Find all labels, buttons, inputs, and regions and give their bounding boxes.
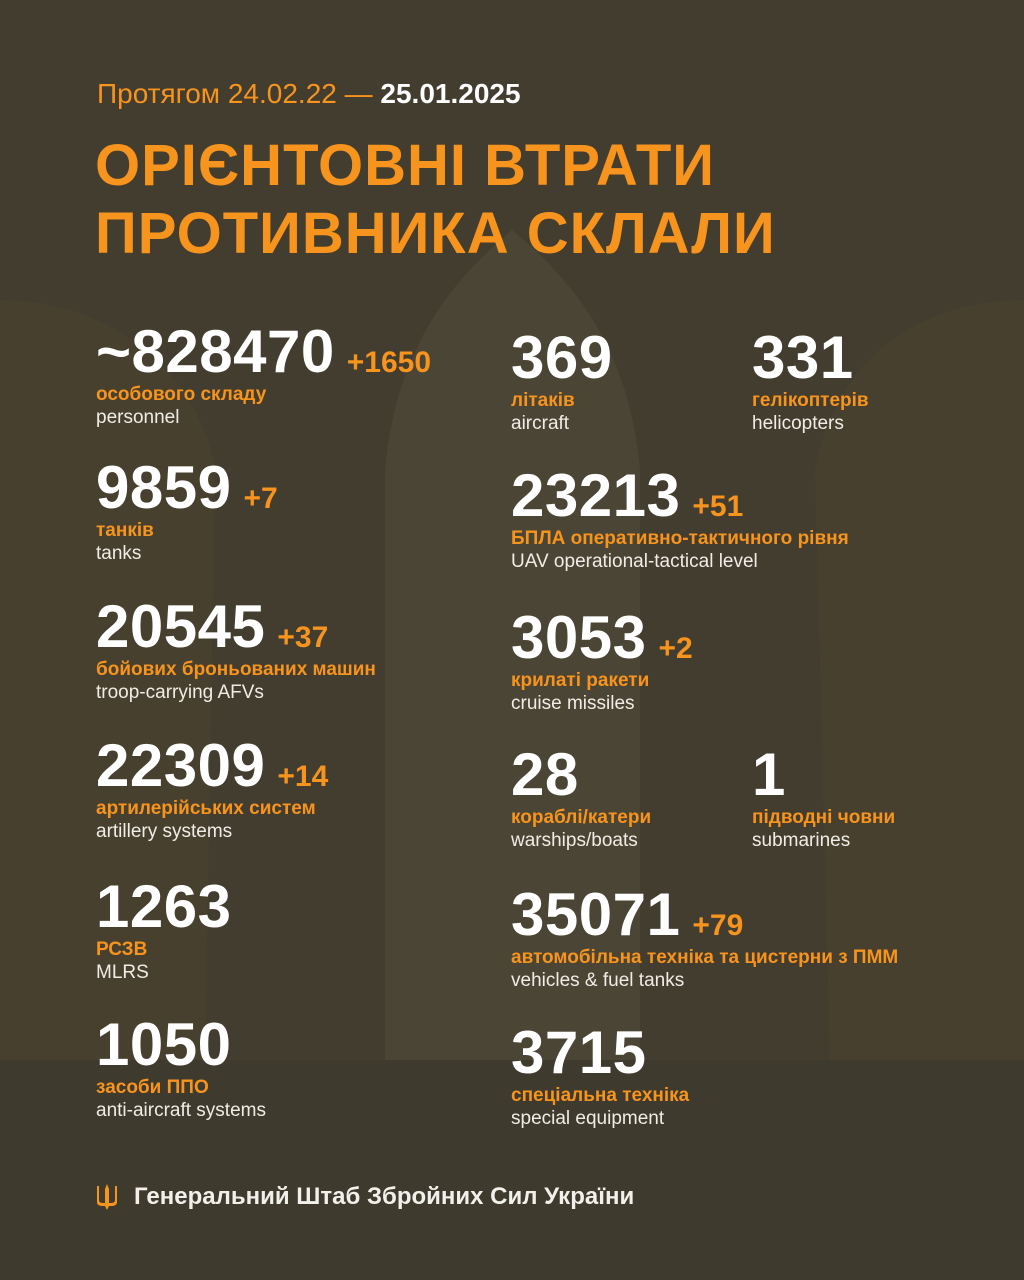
stat-label-ua: РСЗВ — [96, 939, 148, 960]
stat-delta: +37 — [277, 621, 329, 654]
period-prefix: Протягом 24.02.22 — — [97, 78, 373, 109]
stat-label-en: troop-carrying AFVs — [96, 682, 264, 703]
stat-aircraft: 369 літаків aircraft — [511, 328, 613, 435]
stat-label-ua: літаків — [511, 390, 575, 411]
trident-icon — [97, 1184, 117, 1210]
stat-label-ua: крилаті ракети — [511, 670, 650, 691]
stat-submarines: 1 підводні човни submarines — [752, 745, 895, 852]
stat-label-en: anti-aircraft systems — [96, 1100, 266, 1121]
stat-label-ua: бойових броньованих машин — [96, 659, 376, 680]
stat-label-en: cruise missiles — [511, 693, 635, 714]
stat-warships: 28 кораблі/катери warships/boats — [511, 745, 651, 852]
stat-delta: +7 — [243, 482, 278, 515]
stat-tanks: 9859 +7 танків tanks — [96, 458, 278, 565]
stat-value: 1 — [752, 741, 786, 808]
stat-label-ua: танків — [96, 520, 154, 541]
stat-label-ua: гелікоптерів — [752, 390, 869, 411]
stat-value: 22309 — [96, 732, 266, 799]
stat-value: 9859 — [96, 454, 232, 521]
title-line-1: ОРІЄНТОВНІ ВТРАТИ — [95, 133, 715, 198]
stat-uav: 23213 +51 БПЛА оперативно-тактичного рівн… — [511, 466, 849, 573]
stat-value: 3053 — [511, 604, 647, 671]
stat-helicopters: 331 гелікоптерів helicopters — [752, 328, 869, 435]
stat-label-en: UAV operational-tactical level — [511, 551, 758, 572]
stat-label-en: helicopters — [752, 413, 844, 434]
stat-value: 331 — [752, 324, 854, 391]
stat-value: ~828470 — [96, 318, 335, 385]
stat-label-en: special equipment — [511, 1108, 665, 1129]
stat-label-ua: артилерійських систем — [96, 798, 316, 819]
footer-text: Генеральний Штаб Збройних Сил України — [134, 1183, 635, 1210]
page-title: ОРІЄНТОВНІ ВТРАТИ ПРОТИВНИКА СКЛАЛИ — [95, 132, 776, 268]
stat-label-ua: кораблі/катери — [511, 807, 652, 828]
stat-value: 23213 — [511, 462, 681, 529]
stat-afv: 20545 +37 бойових броньованих машин troop… — [96, 597, 376, 704]
stat-label-ua: БПЛА оперативно-тактичного рівня — [511, 528, 849, 549]
stat-air-defense: 1050 засоби ППО anti-aircraft systems — [96, 1015, 266, 1122]
stat-label-ua: спеціальна техніка — [511, 1085, 690, 1106]
stat-value: 3715 — [511, 1019, 647, 1086]
stat-label-en: submarines — [752, 830, 851, 851]
stat-personnel: ~828470 +1650 особового складу personnel — [96, 322, 431, 429]
stat-delta: +79 — [692, 909, 744, 942]
stat-vehicles: 35071 +79 автомобільна техніка та цистерн… — [511, 885, 898, 992]
stat-label-en: vehicles & fuel tanks — [511, 970, 685, 991]
period: Протягом 24.02.22 — 25.01.2025 — [97, 78, 521, 110]
stat-artillery: 22309 +14 артилерійських систем artillery… — [96, 736, 328, 843]
stat-label-en: artillery systems — [96, 821, 233, 842]
stat-label-ua: автомобільна техніка та цистерни з ПММ — [511, 947, 899, 968]
stat-value: 28 — [511, 741, 579, 808]
stat-value: 1263 — [96, 873, 232, 940]
stat-label-en: warships/boats — [511, 830, 638, 851]
footer: Генеральний Штаб Збройних Сил України — [96, 1183, 634, 1211]
stat-delta: +14 — [277, 760, 329, 793]
stat-label-ua: особового складу — [96, 384, 267, 405]
stat-label-ua: засоби ППО — [96, 1077, 209, 1098]
stat-mlrs: 1263 РСЗВ MLRS — [96, 877, 231, 984]
stat-label-en: aircraft — [511, 413, 570, 434]
stat-special: 3715 спеціальна техніка special equipmen… — [511, 1023, 689, 1130]
stat-value: 35071 — [511, 881, 681, 948]
period-date: 25.01.2025 — [380, 78, 521, 109]
stat-delta: +51 — [692, 490, 744, 523]
stat-value: 369 — [511, 324, 613, 391]
stat-value: 20545 — [96, 593, 266, 660]
title-line-2: ПРОТИВНИКА СКЛАЛИ — [95, 201, 776, 266]
stat-delta: +2 — [658, 632, 693, 665]
stat-label-en: personnel — [96, 407, 180, 428]
stat-label-en: MLRS — [96, 962, 149, 983]
stat-delta: +1650 — [346, 346, 432, 379]
stat-cruise-missiles: 3053 +2 крилаті ракети cruise missiles — [511, 608, 693, 715]
stat-label-en: tanks — [96, 543, 142, 564]
stat-label-ua: підводні човни — [752, 807, 896, 828]
stat-value: 1050 — [96, 1011, 232, 1078]
